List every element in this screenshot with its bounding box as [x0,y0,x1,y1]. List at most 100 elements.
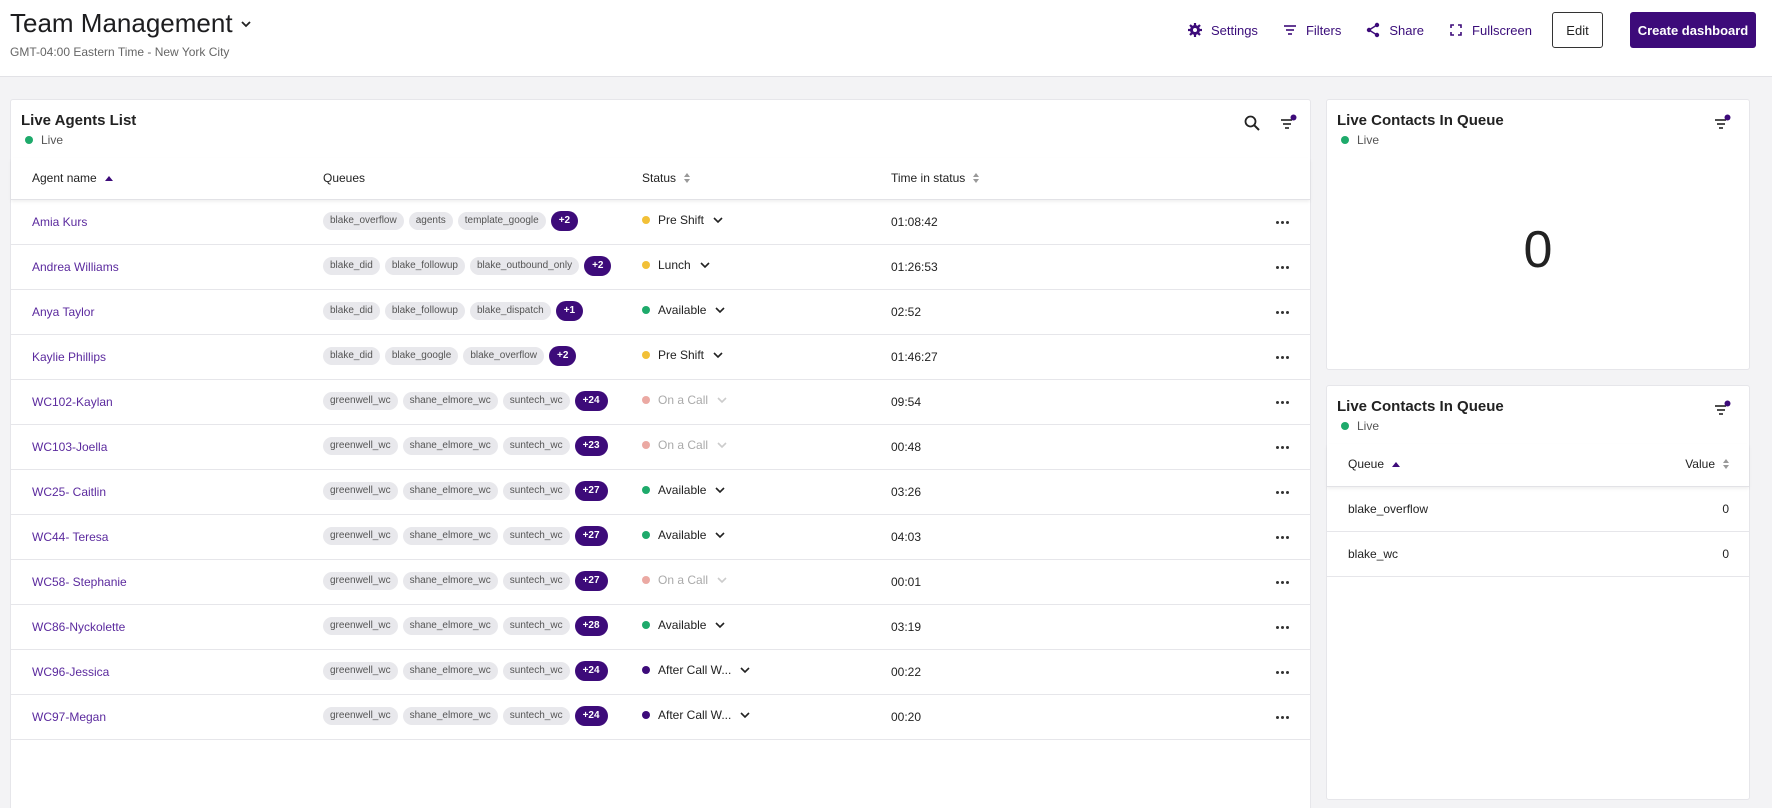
queue-list: blake_did blake_google blake_overflow +2 [323,346,577,366]
more-options-button[interactable] [1272,527,1292,547]
status-dropdown[interactable]: Available [642,528,726,542]
dot [1275,265,1279,269]
panel-filter-button[interactable] [1277,112,1299,134]
more-options-button[interactable] [1272,707,1292,727]
more-queues-badge[interactable]: +27 [574,571,608,591]
dot [1275,220,1279,224]
dashboard-title-dropdown[interactable]: Team Management [10,8,253,39]
time-in-status: 03:19 [891,620,922,634]
more-queues-badge[interactable]: +2 [549,346,577,366]
more-queues-badge[interactable]: +24 [574,391,608,411]
dot [1285,580,1289,584]
more-queues-badge[interactable]: +1 [555,301,584,321]
status-dropdown[interactable]: Pre Shift [642,348,724,362]
panel-filter-button[interactable] [1711,398,1733,420]
more-options-button[interactable] [1272,662,1292,682]
time-in-status: 09:54 [891,395,922,409]
more-queues-badge[interactable]: +27 [574,481,608,501]
more-options-button[interactable] [1272,572,1292,592]
queue-list: greenwell_wc shane_elmore_wc suntech_wc +27 [323,571,608,591]
dot [1280,220,1284,224]
more-options-button[interactable] [1272,392,1292,412]
dot [1285,535,1289,539]
fullscreen-icon [1450,24,1462,36]
share-button[interactable]: Share [1353,12,1436,48]
queue-table-body: blake_overflow 0 blake_wc 0 [1327,487,1749,577]
more-options-button[interactable] [1272,482,1292,502]
queue-chip: blake_google [384,347,459,365]
create-dashboard-button[interactable]: Create dashboard [1630,12,1756,48]
sort-icon [684,173,691,183]
status-label: Available [658,303,707,317]
status-dropdown[interactable]: Lunch [642,258,711,272]
queue-list: greenwell_wc shane_elmore_wc suntech_wc +24 [323,706,608,726]
filters-button[interactable]: Filters [1270,12,1353,48]
settings-button[interactable]: Settings [1175,12,1270,48]
agent-name-link[interactable]: WC25- Caitlin [32,485,107,499]
timezone-label: GMT-04:00 Eastern Time - New York City [10,45,230,59]
status-dropdown[interactable]: Available [642,483,726,497]
more-options-button[interactable] [1272,302,1292,322]
more-queues-badge[interactable]: +2 [550,211,579,231]
more-options-button[interactable] [1272,347,1292,367]
agent-name-link[interactable]: WC44- Teresa [32,530,109,544]
filter-icon [1715,400,1731,415]
status-dropdown[interactable]: After Call W... [642,663,751,677]
status-dropdown[interactable]: Available [642,618,726,632]
status-dropdown[interactable]: Pre Shift [642,213,724,227]
edit-button[interactable]: Edit [1552,12,1603,48]
time-in-status: 04:03 [891,530,922,544]
filter-icon [1715,114,1731,129]
table-row: WC102-Kaylan greenwell_wc shane_elmore_wc s… [11,380,1310,425]
status-dropdown[interactable]: Available [642,303,726,317]
agent-name-link[interactable]: WC103-Joella [32,440,108,454]
agents-table-body: Amia Kurs blake_overflow agents template_go… [11,200,1310,740]
column-time-in-status[interactable]: Time in status [891,171,980,185]
table-row: Andrea Williams blake_did blake_followup bl… [11,245,1310,290]
table-row: Anya Taylor blake_did blake_followup blake_… [11,290,1310,335]
agent-name-link[interactable]: Anya Taylor [32,305,95,319]
column-value[interactable]: Value [1685,457,1729,471]
more-options-button[interactable] [1272,212,1292,232]
column-agent-name[interactable]: Agent name [32,171,113,185]
more-queues-badge[interactable]: +24 [574,706,608,726]
settings-label: Settings [1210,22,1258,38]
table-row: blake_wc 0 [1327,532,1749,577]
more-queues-badge[interactable]: +24 [574,661,608,681]
more-queues-badge[interactable]: +28 [574,616,608,636]
column-status[interactable]: Status [642,171,691,185]
dot [1285,715,1289,719]
more-queues-badge[interactable]: +2 [584,256,612,276]
status-dropdown[interactable]: After Call W... [642,708,751,722]
queue-chip: greenwell_wc [323,707,398,725]
more-queues-badge[interactable]: +23 [574,436,608,456]
queue-list: blake_did blake_followup blake_outbound_on… [323,256,612,276]
queue-chip: suntech_wc [502,437,570,455]
more-options-button[interactable] [1272,437,1292,457]
agent-name-link[interactable]: Amia Kurs [32,215,88,229]
dot [1275,580,1279,584]
more-options-button[interactable] [1272,617,1292,637]
queue-list: greenwell_wc shane_elmore_wc suntech_wc +28 [323,616,608,636]
agent-name-link[interactable]: WC86-Nyckolette [32,620,126,634]
chevron-down-icon [740,667,750,674]
status-label: Pre Shift [658,348,705,362]
dot [1285,265,1289,269]
fullscreen-button[interactable]: Fullscreen [1436,12,1544,48]
agent-name-link[interactable]: WC102-Kaylan [32,395,113,409]
status-dot [642,261,650,269]
column-queue[interactable]: Queue [1348,457,1401,471]
chevron-down-icon [700,262,710,269]
agent-name-link[interactable]: Andrea Williams [32,260,119,274]
more-options-button[interactable] [1272,257,1292,277]
panel-filter-button[interactable] [1711,112,1733,134]
table-row: WC44- Teresa greenwell_wc shane_elmore_wc s… [11,515,1310,560]
agent-name-link[interactable]: WC96-Jessica [32,665,110,679]
more-queues-badge[interactable]: +27 [574,526,608,546]
agent-name-link[interactable]: Kaylie Phillips [32,350,107,364]
table-header: Agent name Queues Status Time in status [11,158,1310,200]
search-button[interactable] [1241,112,1263,134]
agent-name-link[interactable]: WC58- Stephanie [32,575,127,589]
status-label: Available [658,528,707,542]
agent-name-link[interactable]: WC97-Megan [32,710,107,724]
